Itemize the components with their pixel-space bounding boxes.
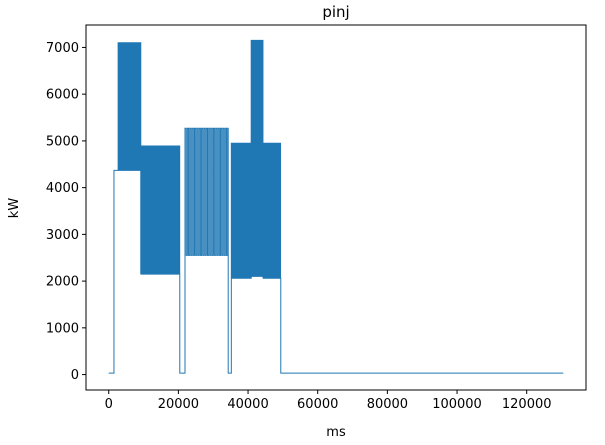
x-tick-label: 80000 xyxy=(367,397,408,412)
x-tick-label: 60000 xyxy=(297,397,338,412)
x-tick-label: 20000 xyxy=(158,397,199,412)
x-tick-label: 0 xyxy=(105,397,113,412)
y-tick-label: 0 xyxy=(71,368,79,383)
y-tick-label: 2000 xyxy=(46,275,79,290)
y-tick-label: 3000 xyxy=(46,228,79,243)
y-tick-label: 6000 xyxy=(46,88,79,103)
data-line xyxy=(108,39,564,374)
y-axis-label: kW xyxy=(7,198,22,219)
y-tick-label: 4000 xyxy=(46,181,79,196)
y-tick-label: 1000 xyxy=(46,321,79,336)
x-tick-label: 120000 xyxy=(502,397,552,412)
x-tick-label: 40000 xyxy=(227,397,268,412)
plot-area: 0 20000 40000 60000 80000 100000 120000 0 1000 20… xyxy=(46,24,587,412)
chart-title: pinj xyxy=(322,3,349,21)
x-axis-label: ms xyxy=(326,425,346,440)
y-tick-label: 7000 xyxy=(46,41,79,56)
x-tick-label: 100000 xyxy=(432,397,482,412)
y-tick-label: 5000 xyxy=(46,134,79,149)
